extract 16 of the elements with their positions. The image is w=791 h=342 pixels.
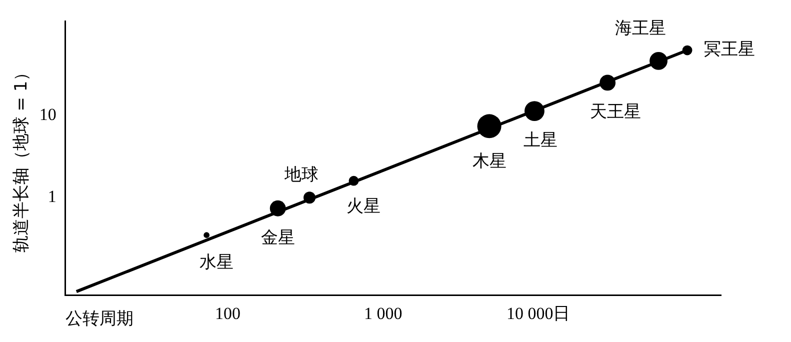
- annotation: 火星: [346, 196, 381, 216]
- annotation: 天王星: [590, 102, 642, 122]
- annotation: 冥王星: [704, 40, 755, 60]
- annotation: 木星: [472, 152, 506, 172]
- x-tick-label: 10 000日: [506, 304, 570, 323]
- annotation: 地球: [284, 165, 319, 186]
- x-tick-label: 100: [215, 304, 241, 323]
- y-axis-title: 轨道半长轴（地球 = 1）: [12, 64, 32, 253]
- y-tick-label: 1: [48, 187, 56, 206]
- annotation: 土星: [523, 130, 558, 150]
- annotation: 水星: [200, 252, 234, 273]
- y-tick-label: 10: [39, 104, 56, 124]
- x-axis-title: 公转周期: [65, 309, 134, 330]
- annotation: 海王星: [615, 18, 666, 38]
- x-tick-label: 1 000: [364, 304, 402, 323]
- annotation: 金星: [260, 228, 295, 248]
